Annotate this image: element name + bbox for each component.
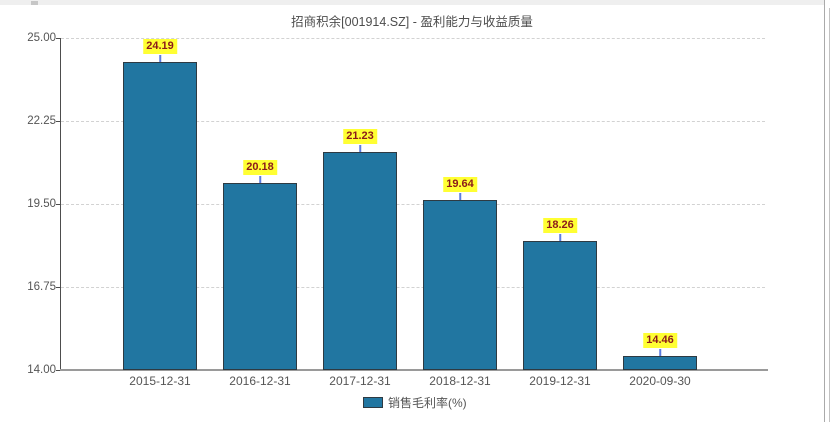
- value-label-connector: [159, 55, 161, 63]
- gridline: [61, 203, 765, 205]
- y-axis-line: [60, 38, 61, 370]
- y-axis-tick: [56, 287, 60, 288]
- bar[interactable]: [623, 356, 697, 370]
- x-axis-tick-label: 2020-09-30: [629, 374, 691, 388]
- pane-divider: [824, 0, 825, 422]
- gridline: [61, 120, 765, 122]
- bar-value-label: 14.46: [643, 333, 677, 349]
- bar[interactable]: [523, 241, 597, 370]
- y-axis-tick-label: 19.50: [27, 198, 56, 210]
- bar-value-label: 19.64: [443, 176, 477, 192]
- x-axis-tick-label: 2018-12-31: [429, 374, 491, 388]
- value-label-connector: [559, 234, 561, 242]
- y-axis-tick: [56, 121, 60, 122]
- bar[interactable]: [323, 151, 397, 370]
- y-axis-tick: [56, 38, 60, 39]
- top-scrollbar-thumb[interactable]: [31, 1, 38, 5]
- bar-value-label: 24.19: [143, 39, 177, 55]
- bar-value-label: 21.23: [343, 128, 377, 144]
- x-axis-tick-label: 2017-12-31: [329, 374, 391, 388]
- top-scrollbar-track: [0, 0, 824, 5]
- legend-item-gross-margin[interactable]: 销售毛利率(%): [363, 394, 467, 411]
- gridline: [61, 37, 765, 39]
- y-axis-tick-label: 22.25: [27, 115, 56, 127]
- x-axis-tick-label: 2015-12-31: [129, 374, 191, 388]
- y-axis-tick-label: 16.75: [27, 281, 56, 293]
- bar[interactable]: [123, 62, 197, 370]
- x-axis-tick-label: 2019-12-31: [529, 374, 591, 388]
- bar-value-label: 18.26: [543, 218, 577, 234]
- y-axis-tick-label: 14.00: [27, 364, 56, 376]
- x-axis-tick-label: 2016-12-31: [229, 374, 291, 388]
- legend-swatch: [363, 397, 383, 408]
- bar[interactable]: [423, 199, 497, 370]
- value-label-connector: [459, 192, 461, 200]
- value-label-connector: [659, 349, 661, 357]
- x-axis-line: [60, 369, 768, 371]
- bar[interactable]: [223, 183, 297, 370]
- y-axis-tick: [56, 370, 60, 371]
- bar-value-label: 20.18: [243, 160, 277, 176]
- gridline: [61, 286, 765, 288]
- chart-title: 招商积余[001914.SZ] - 盈利能力与收益质量: [291, 15, 533, 29]
- y-axis-tick: [56, 204, 60, 205]
- legend-label: 销售毛利率(%): [388, 396, 467, 410]
- value-label-connector: [259, 176, 261, 184]
- y-axis-tick-label: 25.00: [27, 32, 56, 44]
- value-label-connector: [359, 144, 361, 152]
